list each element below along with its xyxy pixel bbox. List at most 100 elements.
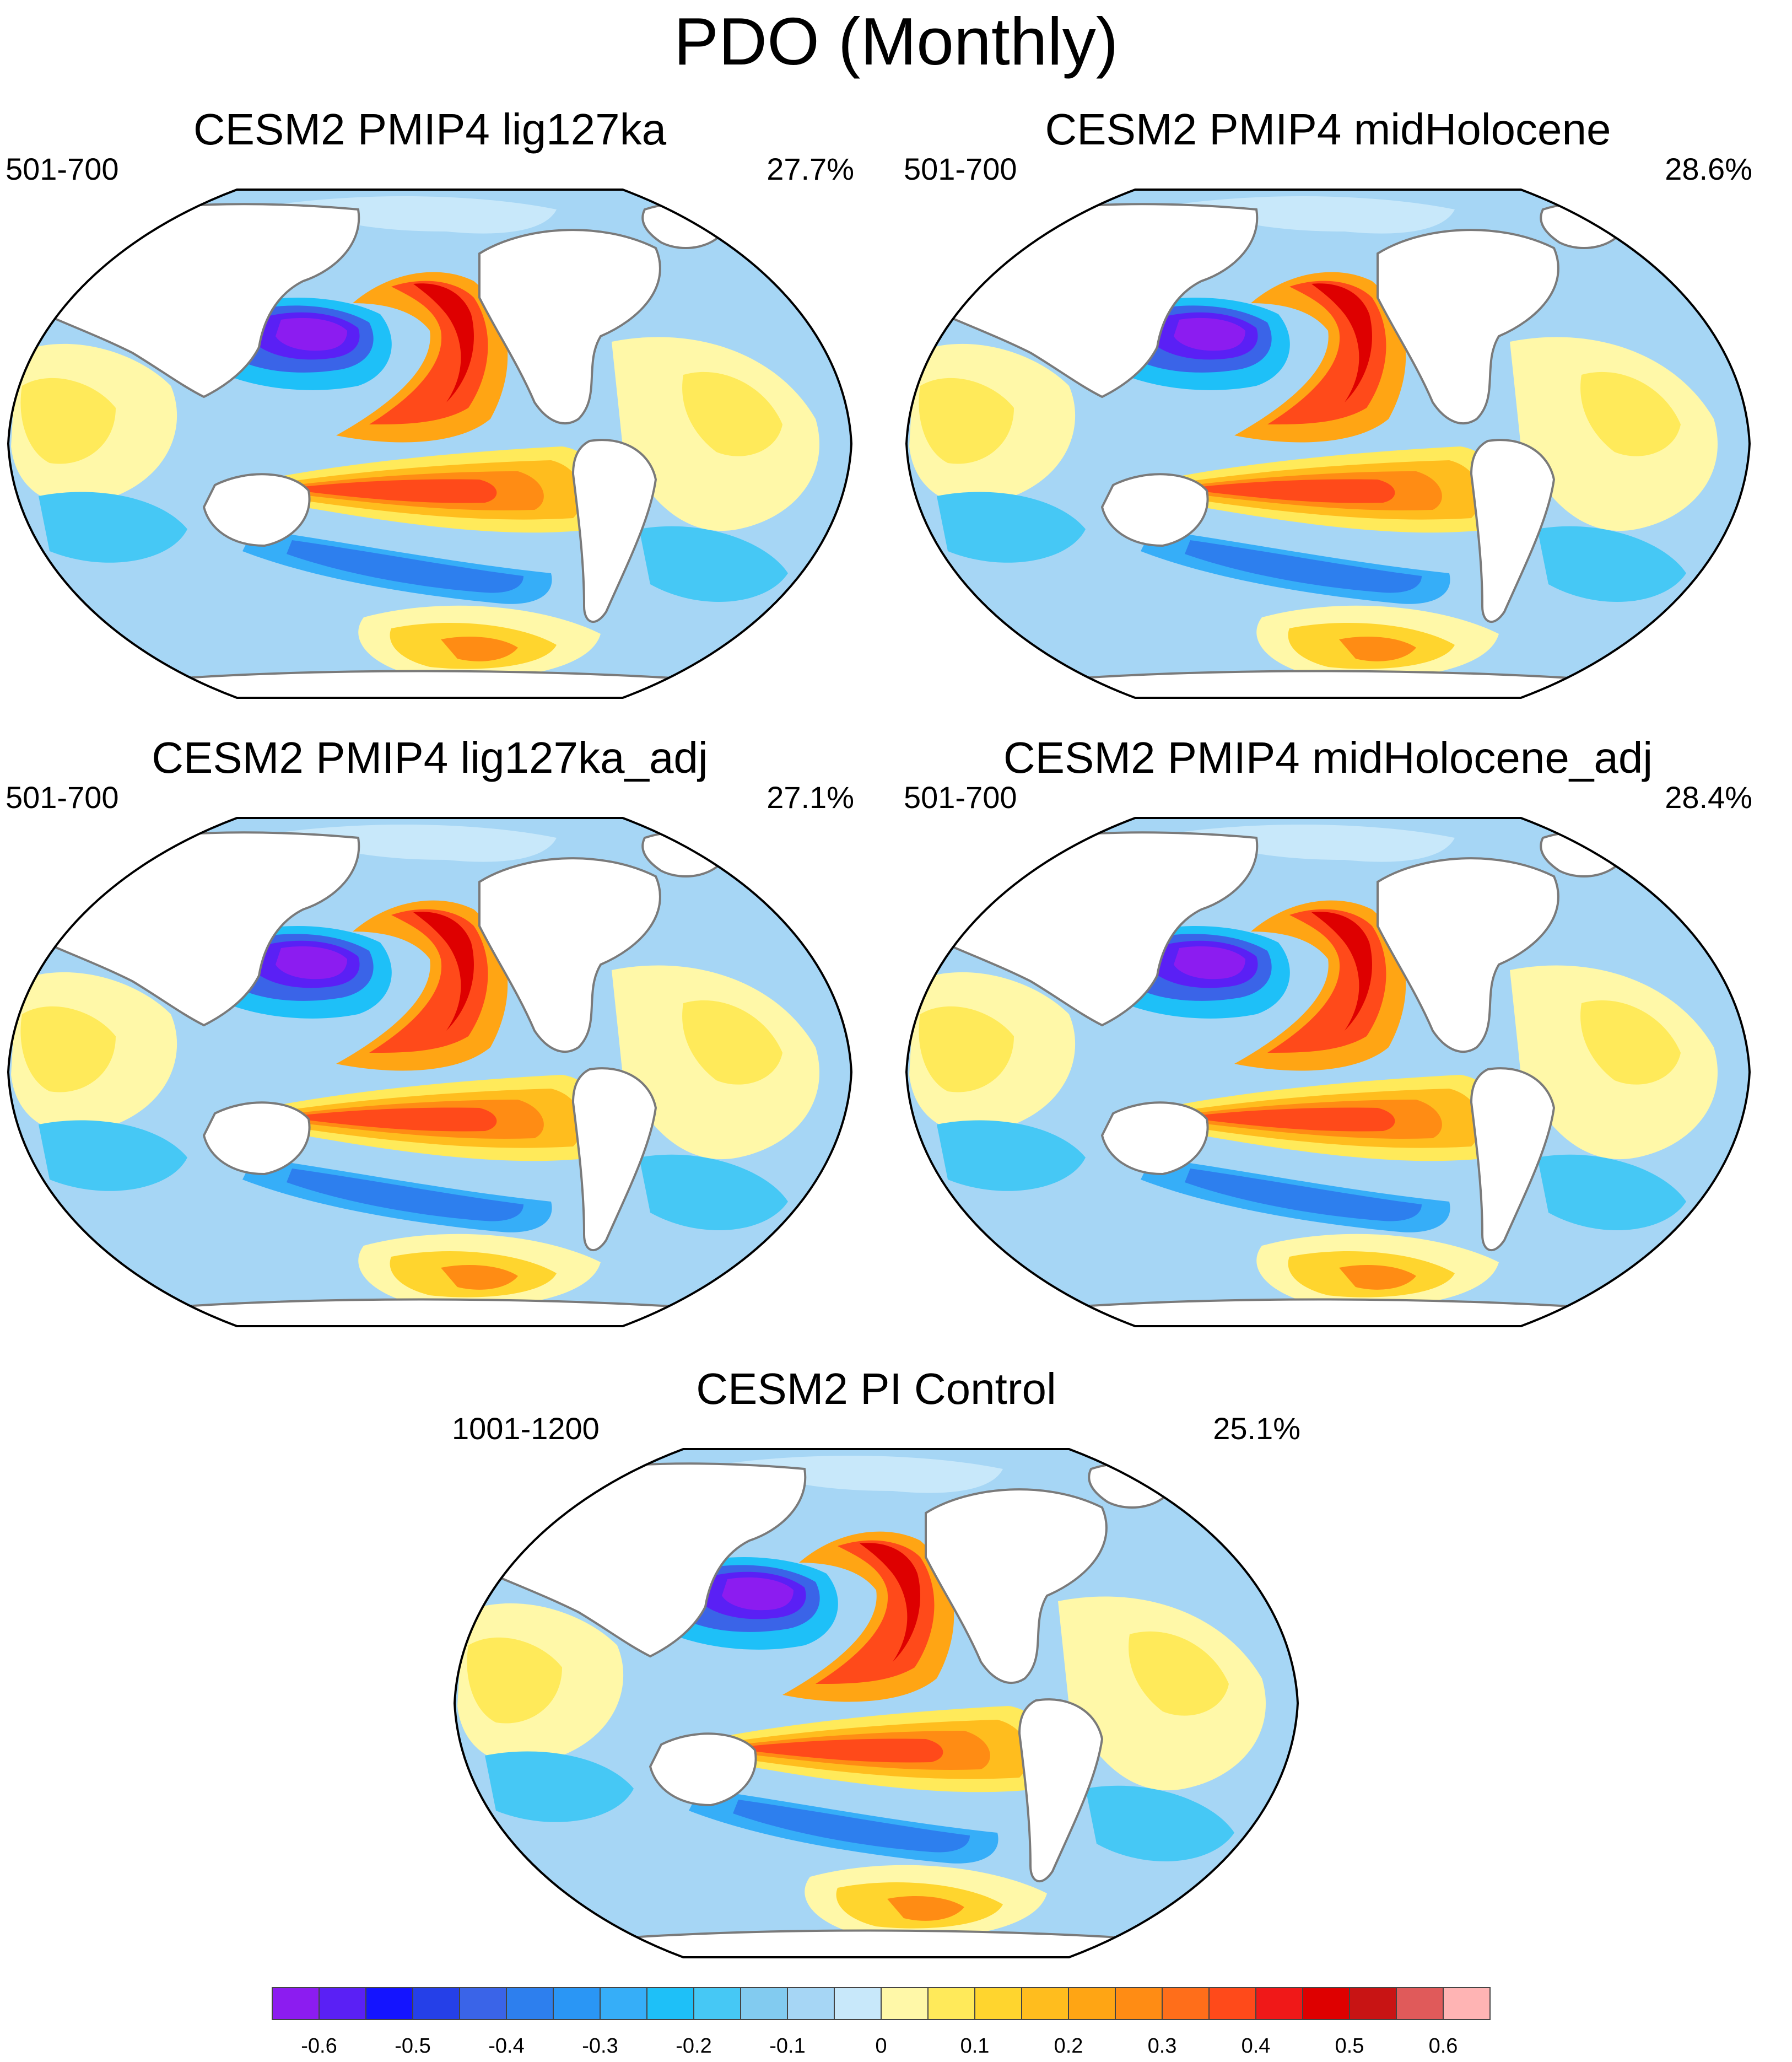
landmass [1100, 1101, 1209, 1176]
colorbar-swatch [646, 1987, 694, 2020]
pdo-contour [467, 1637, 562, 1724]
landmass [1377, 857, 1559, 1053]
pdo-contour [20, 1006, 116, 1092]
colorbar-tick-label: 0.5 [1335, 2034, 1364, 2058]
pdo-contour [281, 825, 557, 862]
pdo-contour [485, 1751, 634, 1822]
colorbar-swatch [272, 1987, 320, 2020]
pdo-contour [276, 946, 347, 979]
pdo-contour [1174, 946, 1245, 979]
panel-percent: 27.7% [767, 152, 854, 186]
pdo-contour [441, 637, 518, 661]
pdo-contour [639, 526, 788, 602]
pdo-contour [937, 1120, 1086, 1191]
colorbar-tick-label: 0.1 [960, 2034, 990, 2058]
panel-title: CESM2 PMIP4 midHolocene_adj [1003, 733, 1653, 782]
pdo-map [7, 189, 853, 699]
landmass [649, 1732, 757, 1807]
panel-title: CESM2 PMIP4 lig127ka [193, 105, 667, 154]
pdo-contour [1580, 1000, 1681, 1085]
pdo-contour [860, 1543, 920, 1662]
panel-period: 501-700 [6, 780, 119, 815]
colorbar-swatch [740, 1987, 788, 2020]
landmass [478, 857, 661, 1053]
colorbar-swatch [553, 1987, 601, 2020]
panel-percent: 28.4% [1665, 780, 1752, 815]
landmass [202, 1101, 311, 1176]
pdo-contour [276, 317, 347, 351]
pdo-contour [1311, 912, 1372, 1031]
colorbar-swatch [1068, 1987, 1116, 2020]
pdo-contour [1190, 479, 1395, 503]
pdo-contour [682, 372, 782, 456]
colorbar-tick-label: 0.3 [1147, 2034, 1177, 2058]
pdo-contour [1311, 283, 1372, 402]
pdo-contour [722, 1577, 794, 1611]
map-outline [7, 817, 853, 1327]
map-panel-midholocene-adj: CESM2 PMIP4 midHolocene_adj 501-700 28.4… [904, 733, 1752, 1334]
colorbar-tick-label: -0.6 [301, 2034, 337, 2058]
pdo-contour [937, 492, 1086, 563]
panel-period: 501-700 [6, 152, 119, 186]
panel-percent: 25.1% [1213, 1411, 1300, 1446]
colorbar-swatch [412, 1987, 460, 2020]
figure-title: PDO (Monthly) [673, 4, 1119, 79]
pdo-contour [287, 540, 523, 593]
landmass [202, 473, 311, 547]
pdo-contour [682, 1000, 782, 1085]
colorbar-swatch [600, 1987, 647, 2020]
pdo-contour [1086, 1785, 1234, 1862]
landmass [925, 1488, 1108, 1684]
map-panel-pi-control: CESM2 PI Control 1001-1200 25.1% [452, 1364, 1300, 1965]
colorbar-swatch [1255, 1987, 1303, 2020]
map-panel-lig127ka-adj: CESM2 PMIP4 lig127ka_adj 501-700 27.1% [6, 733, 854, 1334]
pdo-contour [413, 283, 474, 402]
colorbar-swatch [459, 1987, 507, 2020]
colorbar-tick-label: 0 [875, 2034, 887, 2058]
colorbar-swatch [1396, 1987, 1444, 2020]
colorbar-tick-label: 0.4 [1241, 2034, 1271, 2058]
map-outline [905, 817, 1751, 1327]
colorbar-swatch [834, 1987, 882, 2020]
panel-title: CESM2 PMIP4 midHolocene [1045, 105, 1611, 154]
pdo-contour [919, 378, 1014, 464]
pdo-contour [287, 1169, 523, 1221]
colorbar-swatch [1115, 1987, 1163, 2020]
landmass [1470, 439, 1556, 623]
colorbar-swatch [365, 1987, 413, 2020]
colorbar-tick-label: -0.4 [488, 2034, 525, 2058]
colorbar-tick-label: -0.1 [769, 2034, 806, 2058]
pdo-contour [1185, 540, 1422, 593]
colorbar-tick-label: -0.5 [395, 2034, 431, 2058]
pdo-contour [639, 1154, 788, 1231]
pdo-contour [738, 1738, 943, 1763]
pdo-contour [1179, 825, 1455, 862]
pdo-contour [1129, 1631, 1229, 1716]
panel-percent: 27.1% [767, 780, 854, 815]
pdo-contour [292, 1107, 497, 1132]
colorbar-swatch [881, 1987, 929, 2020]
pdo-contour [1174, 317, 1245, 351]
pdo-contour [1179, 196, 1455, 234]
colorbar-swatch [927, 1987, 975, 2020]
pdo-contour [1580, 372, 1681, 456]
landmass [571, 439, 657, 623]
map-panel-lig127ka: CESM2 PMIP4 lig127ka 501-700 27.7% [6, 105, 854, 706]
pdo-contour [1537, 526, 1686, 602]
colorbar-swatch [1349, 1987, 1397, 2020]
map-outline [453, 1448, 1299, 1958]
pdo-contour [1537, 1154, 1686, 1231]
colorbar-swatch [1302, 1987, 1350, 2020]
panel-title: CESM2 PI Control [696, 1364, 1056, 1413]
colorbar-tick-label: -0.2 [676, 2034, 712, 2058]
pdo-map [7, 817, 853, 1327]
colorbar-swatch [1443, 1987, 1491, 2020]
pdo-contour [1190, 1107, 1395, 1132]
map-panel-midholocene: CESM2 PMIP4 midHolocene 501-700 28.6% [904, 105, 1752, 706]
colorbar-tick-label: 0.6 [1428, 2034, 1458, 2058]
colorbar-swatch [693, 1987, 741, 2020]
pdo-map [453, 1448, 1299, 1958]
panel-period: 501-700 [904, 780, 1017, 815]
map-outline [905, 189, 1751, 699]
landmass [1377, 229, 1559, 425]
